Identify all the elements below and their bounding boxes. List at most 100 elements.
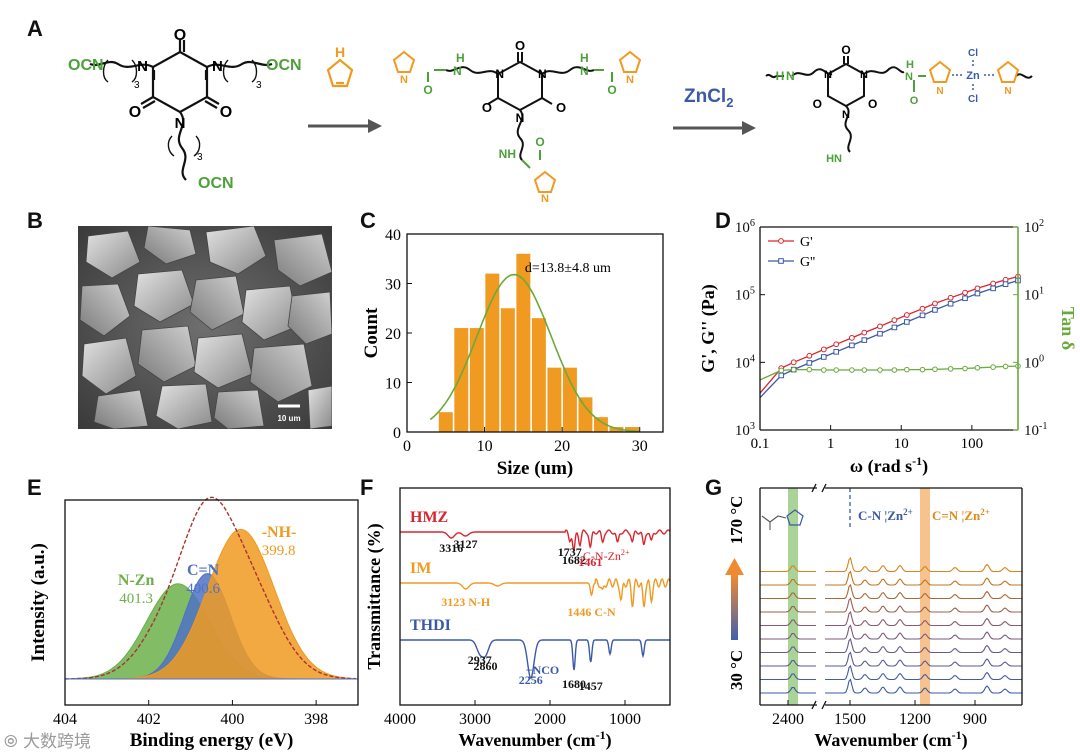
gprime-marker bbox=[820, 346, 827, 353]
x-tick-label: 402 bbox=[137, 711, 161, 728]
spectrum-line bbox=[825, 597, 1022, 613]
gaussian-fit-line bbox=[429, 273, 640, 433]
spectrum-line bbox=[760, 592, 816, 600]
peak-label: 1682 bbox=[562, 553, 586, 567]
peak-label: C=N bbox=[187, 562, 220, 579]
svg-text:O: O bbox=[868, 97, 877, 111]
series-label: THDI bbox=[410, 617, 451, 634]
svg-text:Zn: Zn bbox=[966, 70, 980, 82]
rheology-chart: 0.1 1 10 100 103 104 105 106 10-1 100 101 102 ω (rad… bbox=[700, 218, 1075, 477]
peak-label: -NH- bbox=[262, 524, 297, 541]
ocn-group-right: OCN bbox=[266, 57, 302, 74]
spectrum-line bbox=[825, 583, 1022, 600]
peak-label: 2937 bbox=[468, 653, 492, 667]
gdoubleprime-marker bbox=[849, 342, 855, 349]
peak-label: 1461 bbox=[578, 555, 602, 569]
imidazole-ring-icon bbox=[786, 509, 804, 526]
gprime-marker bbox=[848, 334, 855, 341]
histogram-bar bbox=[578, 397, 593, 432]
x-tick-label: 900 bbox=[963, 711, 987, 728]
y-tick-label: 106 bbox=[735, 218, 755, 236]
svg-text:3: 3 bbox=[197, 152, 203, 163]
tan-delta-marker bbox=[877, 367, 883, 373]
svg-text:O: O bbox=[535, 135, 544, 149]
peak-value: 399.8 bbox=[262, 543, 296, 559]
panel-label-b: B bbox=[27, 208, 43, 233]
svg-text:O: O bbox=[607, 83, 616, 97]
urea-sketch-icon bbox=[761, 515, 787, 530]
fit-annotation: d=13.8±4.8 um bbox=[525, 261, 611, 276]
tan-delta-marker bbox=[947, 366, 954, 372]
reaction-scheme: O O O N N N OCN OCN OCN 3 3 3 H O N N N … bbox=[68, 27, 1033, 205]
gdoubleprime-marker bbox=[962, 295, 968, 302]
spectrum-line bbox=[760, 660, 816, 667]
svg-text:O: O bbox=[813, 97, 822, 111]
histogram-bar bbox=[609, 427, 624, 432]
svg-text:H: H bbox=[335, 44, 345, 60]
gdoubleprime-marker bbox=[990, 285, 996, 292]
gprime-marker bbox=[903, 312, 910, 318]
size-histogram-chart: 0 10 20 30 0 10 20 30 40 Size (um) Count d=13.8±4.8… bbox=[361, 227, 664, 479]
ocn-group-left: OCN bbox=[68, 57, 104, 74]
svg-text:N: N bbox=[860, 69, 868, 81]
peak-label: C-N-Zn2+ bbox=[583, 548, 630, 563]
svg-text:H: H bbox=[776, 69, 785, 83]
spectrum-line bbox=[760, 579, 816, 586]
x-tick-label: 1200 bbox=[899, 711, 931, 728]
xps-chart: 404 402 400 398 Binding energy (eV) Intensity… bbox=[28, 496, 359, 751]
gprime-marker bbox=[974, 285, 981, 292]
spectrum-line bbox=[825, 664, 1022, 681]
svg-text:3: 3 bbox=[134, 80, 140, 91]
x-tick-label: 2000 bbox=[534, 711, 566, 728]
series-line bbox=[759, 279, 1019, 399]
histogram-bar bbox=[516, 253, 531, 432]
envelope-line bbox=[65, 496, 356, 680]
axis-break bbox=[811, 483, 817, 493]
svg-text:O: O bbox=[841, 43, 850, 57]
svg-text:N: N bbox=[212, 58, 223, 75]
y-tick-label: 105 bbox=[735, 286, 755, 304]
peak-value: 400.6 bbox=[186, 581, 220, 597]
legend-marker bbox=[778, 238, 784, 244]
ocn-group-bottom: OCN bbox=[198, 175, 234, 192]
tan-delta-marker bbox=[891, 367, 898, 373]
spectrum-line bbox=[760, 646, 816, 654]
plot-frame bbox=[64, 499, 359, 706]
x-tick-label: 10 bbox=[894, 436, 909, 452]
highlight-band bbox=[920, 488, 930, 705]
panel-label-a: A bbox=[27, 16, 43, 41]
gprime-marker bbox=[806, 352, 813, 359]
x-tick-label: 0.1 bbox=[751, 436, 770, 452]
panel-label-d: D bbox=[715, 208, 731, 233]
tan-delta-marker bbox=[919, 366, 926, 373]
spectrum-line bbox=[760, 673, 816, 681]
tan-delta-marker bbox=[962, 365, 968, 372]
y-axis-label: Transmittance (%) bbox=[364, 523, 385, 669]
gprime-marker bbox=[962, 289, 968, 296]
svg-text:O: O bbox=[482, 100, 492, 115]
svg-text:N: N bbox=[1004, 86, 1011, 97]
spectrum-line bbox=[825, 678, 1022, 694]
temperature-high-label: 170 °C bbox=[727, 496, 746, 545]
spectrum-line bbox=[400, 529, 671, 552]
scale-bar-label: 10 um bbox=[277, 414, 300, 423]
spectrum-line bbox=[760, 619, 816, 627]
spectrum-line bbox=[760, 687, 816, 694]
spectrum-line bbox=[825, 651, 1022, 667]
svg-text:N: N bbox=[495, 67, 504, 81]
imidazole-reagent-icon bbox=[326, 58, 354, 88]
gdoubleprime-marker bbox=[904, 319, 910, 325]
highlight-band bbox=[788, 488, 798, 705]
plot-frame bbox=[399, 487, 671, 706]
histogram-bar bbox=[624, 427, 639, 432]
gdoubleprime-marker bbox=[861, 337, 868, 343]
axis-break bbox=[821, 700, 827, 710]
temperature-arrow-head bbox=[725, 558, 744, 575]
svg-text:HN: HN bbox=[826, 153, 842, 165]
x-tick-label: 1000 bbox=[609, 711, 641, 728]
band-label: C=N ¦Zn2+ bbox=[932, 507, 990, 523]
x-tick-label: 100 bbox=[961, 436, 984, 452]
y-tick-label: 10 bbox=[385, 376, 401, 393]
tan-delta-marker bbox=[932, 366, 938, 373]
